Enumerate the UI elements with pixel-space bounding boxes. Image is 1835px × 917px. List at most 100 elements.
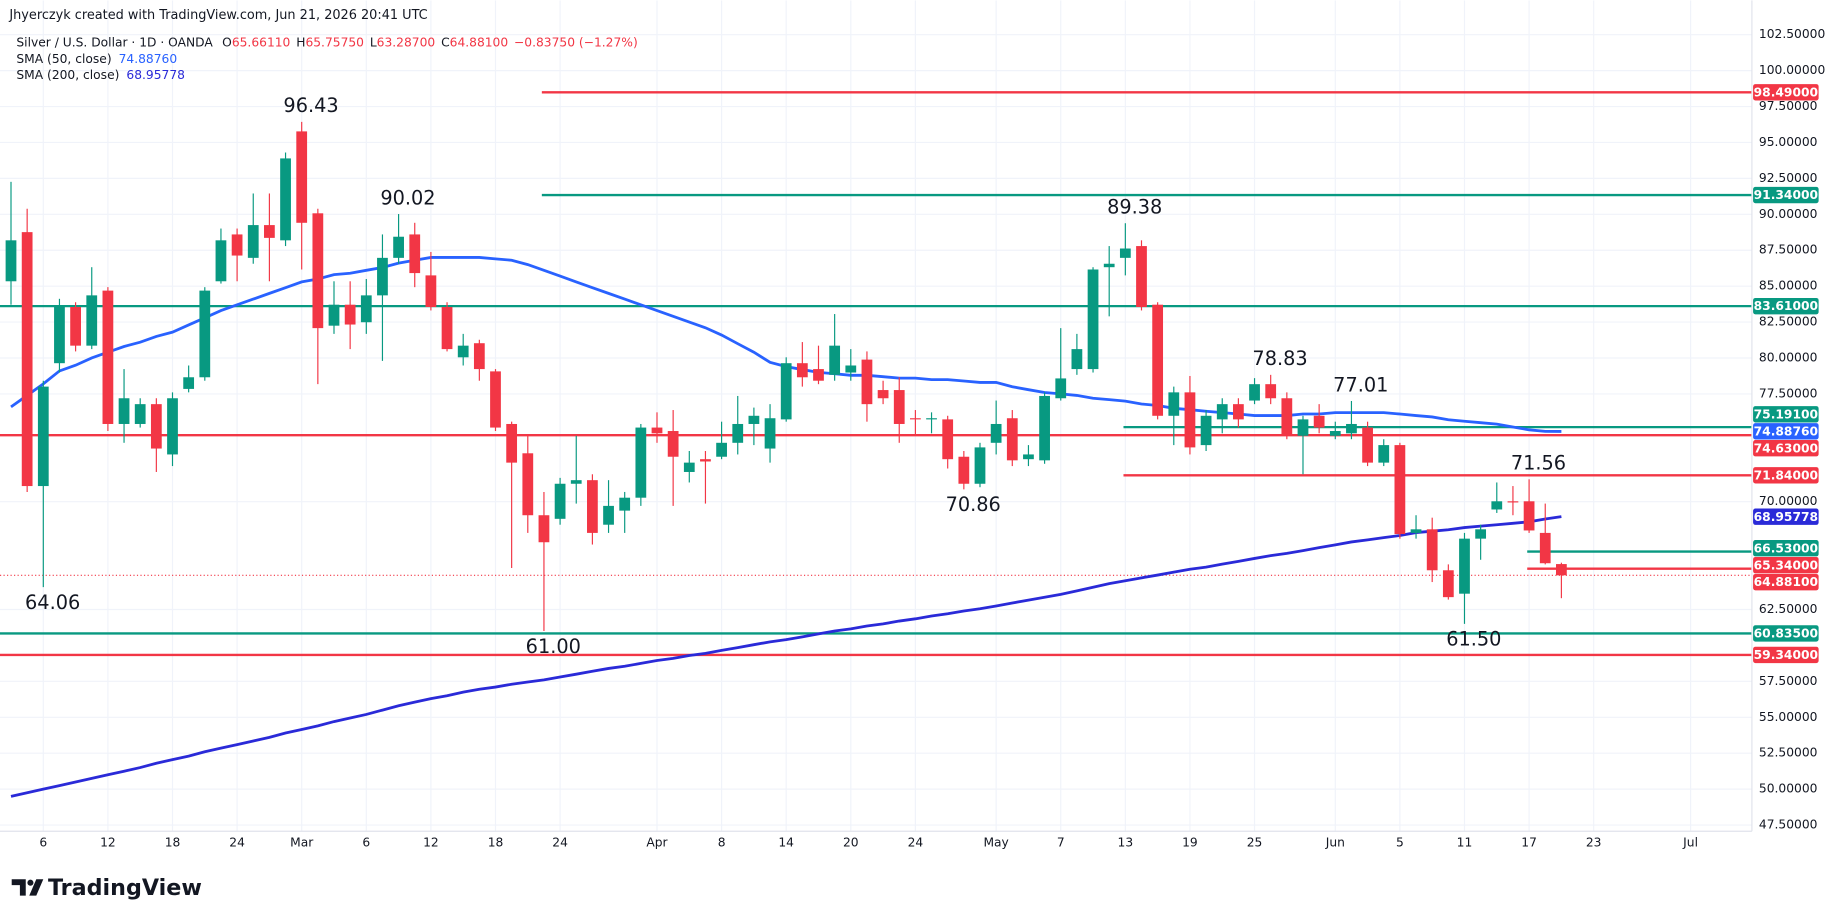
x-tick-label: 11 [1457, 835, 1473, 849]
candle-body [150, 404, 162, 449]
y-tick-label: 80.00000 [1759, 351, 1818, 365]
price-badge-label: 68.95778 [1754, 510, 1818, 524]
ohlc-key: L [370, 35, 377, 49]
candle-body [796, 363, 808, 378]
candle-body [732, 423, 744, 443]
candle-body [1152, 304, 1164, 416]
x-tick-label: 20 [843, 835, 859, 849]
candle-body [296, 131, 308, 223]
candle-body [974, 447, 986, 484]
candle-body [393, 236, 404, 258]
price-badge-label: 64.88100 [1754, 575, 1818, 589]
candle-body [473, 343, 485, 370]
symbol-legend: Silver / U.S. Dollar · 1D · OANDA O65.661… [16, 35, 637, 49]
candle-body [1459, 538, 1470, 594]
price-annotation: 77.01 [1333, 373, 1388, 396]
candle-body [1297, 419, 1309, 436]
price-badge [1753, 540, 1819, 557]
candle-body [990, 423, 1002, 443]
candle-body [1168, 392, 1180, 416]
candle-body [829, 345, 841, 375]
candle-body [231, 234, 243, 256]
candle-body [1281, 398, 1293, 436]
price-annotation: 64.06 [25, 591, 80, 614]
candle-body [1233, 404, 1244, 420]
x-tick-label: 24 [908, 835, 924, 849]
candle-body [37, 386, 49, 487]
candle-body [506, 423, 518, 463]
price-badge [1753, 406, 1819, 423]
ohlc-key: H [296, 35, 305, 49]
price-annotation: 70.86 [946, 493, 1001, 516]
candle-body [1442, 570, 1454, 598]
candle-body [861, 359, 873, 405]
candle-body [926, 418, 937, 420]
price-annotation: 71.56 [1511, 452, 1566, 475]
sma-legend: SMA (50, close) 74.88760 [16, 51, 177, 65]
candle-body [538, 515, 550, 543]
candle-body [377, 257, 388, 296]
y-tick-label: 62.50000 [1759, 602, 1818, 616]
candle-body [1556, 564, 1567, 576]
x-tick-label: Jul [1682, 835, 1698, 849]
symbol: Silver / U.S. Dollar · 1D · OANDA [16, 35, 213, 49]
price-badge [1753, 186, 1819, 204]
candle-body [1055, 378, 1067, 399]
candle-body [199, 290, 211, 378]
plot-area: 96.43 90.02 89.38 78.83 77.01 71.56 70.86 64.06… [0, 0, 1752, 832]
candle-body [1313, 415, 1325, 428]
price-badge [1753, 297, 1819, 315]
y-tick-label: 50.00000 [1759, 782, 1818, 796]
y-tick-label: 47.50000 [1759, 818, 1818, 832]
candle-body [635, 427, 647, 498]
candle-body [312, 213, 324, 329]
x-tick-label: Mar [290, 835, 314, 849]
candle-body [877, 390, 889, 399]
ohlc-change: −0.83750 (−1.27%) [514, 35, 638, 49]
candle-body [1378, 445, 1390, 463]
candle-body [845, 365, 857, 373]
x-tick-label: 13 [1118, 835, 1134, 849]
candle-body [1410, 529, 1422, 533]
price-annotation: 89.38 [1107, 196, 1162, 219]
candle-body [86, 295, 98, 346]
y-tick-label: 87.50000 [1759, 243, 1818, 257]
price-badge-label: 60.83500 [1754, 627, 1818, 641]
price-badge-label: 74.63000 [1754, 441, 1818, 455]
candle-body [1039, 395, 1050, 461]
candle-body [70, 307, 81, 346]
candle-body [5, 240, 17, 282]
candle-body [1200, 415, 1212, 446]
candle-body [1184, 392, 1196, 448]
price-annotation: 78.83 [1252, 347, 1307, 370]
candle-body [1023, 454, 1034, 460]
candle-body [700, 459, 711, 462]
candle-body [490, 371, 501, 428]
candle-body [1362, 427, 1373, 463]
candle-body [215, 240, 227, 282]
candle-body [1491, 501, 1503, 510]
price-badge-label: 59.34000 [1754, 648, 1818, 662]
candle-body [1426, 529, 1438, 571]
candle-body [587, 480, 598, 533]
candle-body [651, 427, 663, 434]
x-tick-label: 23 [1586, 835, 1602, 849]
candle-body [1136, 246, 1147, 308]
x-tick-label: 5 [1396, 835, 1404, 849]
candle-body [716, 442, 727, 457]
candle-body [167, 398, 178, 455]
y-tick-label: 70.00000 [1759, 494, 1818, 508]
price-badge-label: 91.34000 [1754, 188, 1818, 202]
candle-body [619, 497, 631, 511]
y-tick-label: 85.00000 [1759, 279, 1818, 293]
x-tick-label: Jun [1325, 835, 1345, 849]
price-badge-label: 71.84000 [1754, 468, 1818, 482]
plot-content: 96.43 90.02 89.38 78.83 77.01 71.56 70.86 64.06… [0, 0, 1752, 832]
x-tick-label: 18 [488, 835, 504, 849]
candle-body [280, 158, 291, 241]
candle-body [1103, 263, 1115, 268]
logo: TradingView [11, 875, 202, 901]
candle-body [554, 483, 566, 519]
price-annotation: 90.02 [380, 186, 435, 209]
price-badge [1753, 556, 1819, 574]
